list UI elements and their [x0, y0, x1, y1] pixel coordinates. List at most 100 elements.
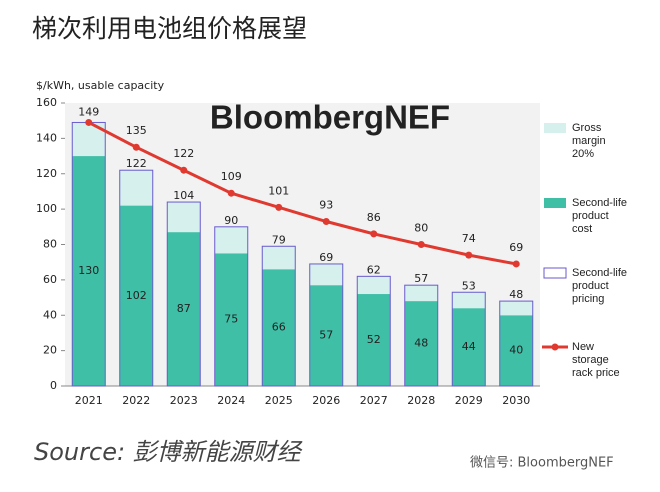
x-tick-label: 2026 [312, 394, 340, 407]
bar-segment [499, 301, 533, 316]
bar-segment [357, 294, 391, 386]
value-label: 93 [319, 199, 333, 212]
value-label: 48 [414, 337, 428, 350]
value-label: 57 [319, 329, 333, 342]
value-label: 102 [126, 289, 147, 302]
value-label: 44 [462, 340, 476, 353]
chart-title: 梯次利用电池组价格展望 [32, 14, 307, 43]
bar-segment [119, 170, 153, 206]
line-point [180, 166, 188, 174]
bar-segment [119, 205, 153, 386]
y-tick-label: 80 [43, 238, 57, 251]
value-label: 135 [126, 124, 147, 137]
x-tick-label: 2021 [75, 394, 103, 407]
value-label: 52 [367, 333, 381, 346]
value-label: 74 [462, 232, 476, 245]
legend-swatch [551, 343, 559, 351]
value-label: 75 [224, 313, 238, 326]
value-label: 122 [126, 157, 147, 170]
bar-segment [167, 232, 201, 386]
line-point [275, 203, 283, 211]
bar-segment [214, 253, 248, 386]
y-tick-label: 120 [36, 167, 57, 180]
x-tick-label: 2030 [502, 394, 530, 407]
bar-segment [357, 276, 391, 295]
value-label: 53 [462, 279, 476, 292]
bar-segment [309, 285, 343, 386]
y-tick-label: 160 [36, 96, 57, 109]
value-label: 101 [268, 184, 289, 197]
value-label: 79 [272, 233, 286, 246]
value-label: 57 [414, 272, 428, 285]
line-point [417, 241, 425, 248]
value-label: 122 [173, 147, 194, 160]
line [88, 121, 517, 266]
legend-swatch [544, 123, 566, 133]
source: Source: 彭博新能源财经 [34, 438, 304, 466]
value-label: 66 [272, 321, 286, 334]
value-label: 130 [78, 264, 99, 277]
bar-segment [499, 315, 533, 386]
value-label: 104 [173, 189, 194, 202]
pricing-outline [404, 284, 439, 387]
value-label: 40 [509, 344, 523, 357]
value-label: 90 [224, 214, 238, 227]
x-tick-label: 2025 [265, 394, 293, 407]
bar-segment [404, 301, 438, 386]
value-label: 48 [509, 288, 523, 301]
legend-label: Second-life product cost [572, 197, 628, 235]
bar-segment [262, 246, 296, 270]
line-point [512, 260, 520, 268]
legend-swatch [543, 267, 567, 279]
value-label: 80 [414, 222, 428, 235]
value-label: 69 [509, 241, 523, 254]
value-label: 87 [177, 302, 191, 315]
legend-swatch [544, 198, 566, 208]
legend-label: New storage rack price [572, 341, 620, 379]
value-label: 109 [221, 170, 242, 183]
pricing-outline [499, 300, 534, 387]
x-tick-label: 2027 [360, 394, 388, 407]
x-tick-label: 2023 [170, 394, 198, 407]
line-point [132, 143, 140, 151]
pricing-outline [214, 226, 249, 387]
x-tick-label: 2029 [455, 394, 483, 407]
value-label: 149 [78, 105, 99, 118]
value-label: 69 [319, 251, 333, 264]
brand: BloombergNEF [210, 99, 450, 136]
bar-segment [214, 226, 248, 254]
line-point [227, 189, 235, 197]
x-tick-label: 2022 [122, 394, 150, 407]
line-point [322, 218, 330, 226]
x-tick-label: 2024 [217, 394, 245, 407]
y-tick-label: 60 [43, 273, 57, 286]
bar-segment [262, 269, 296, 386]
y-tick-label: 140 [36, 131, 57, 144]
bar-segment [309, 263, 343, 286]
pricing-outline [309, 263, 344, 387]
pricing-outline [166, 201, 201, 387]
line-point [85, 118, 93, 126]
legend-label: Gross margin 20% [572, 122, 606, 160]
value-label: 62 [367, 263, 381, 276]
y-tick-label: 100 [36, 202, 57, 215]
legend-label: Second-life product pricing [572, 267, 628, 305]
bar-segment [72, 156, 106, 386]
pricing-outline [356, 275, 391, 387]
bar-segment [167, 202, 201, 233]
y-tick-label: 0 [50, 379, 57, 392]
y-tick-label: 20 [43, 344, 57, 357]
pricing-outline [119, 169, 154, 387]
watermark: 微信号: BloombergNEF [470, 456, 614, 471]
x-tick-label: 2028 [407, 394, 435, 407]
y-tick-label: 40 [43, 308, 57, 321]
value-label: 86 [367, 211, 381, 224]
pricing-outline [451, 291, 486, 387]
bar-segment [404, 285, 438, 302]
bar-segment [452, 292, 486, 309]
pricing-outline [261, 245, 296, 387]
line-point [370, 230, 378, 238]
y-axis-label: $/kWh, usable capacity [36, 79, 165, 92]
